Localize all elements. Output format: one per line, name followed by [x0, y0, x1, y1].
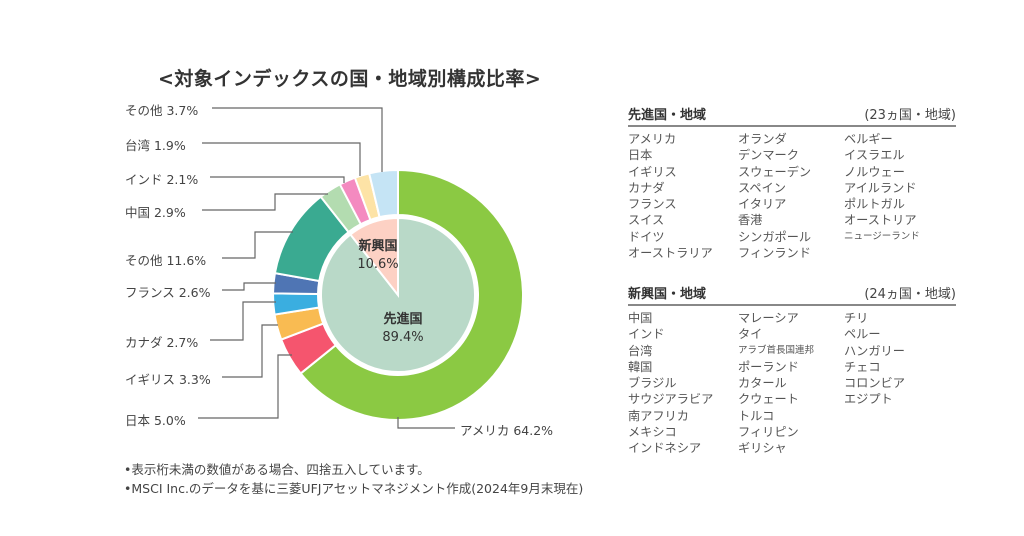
label-uk: イギリス 3.3%: [125, 372, 211, 387]
inner-label-emerging-name: 新興国: [358, 238, 397, 254]
leader-line-usa: [397, 417, 455, 429]
country-item: イタリア: [738, 197, 787, 212]
country-item: アメリカ: [628, 132, 677, 146]
country-item: インド: [628, 327, 665, 342]
country-item: サウジアラビア: [628, 392, 714, 407]
country-item: 日本: [628, 148, 653, 163]
country-item: ニュージーランド: [844, 230, 920, 242]
label-other-developed: その他 11.6%: [125, 253, 207, 268]
leader-line-india: [210, 176, 345, 183]
label-china: 中国 2.9%: [125, 205, 186, 220]
country-item: オーストラリア: [628, 246, 713, 261]
developed-column: オランダデンマーク スウェーデン スペインイタリア 香港 シンガポール フィンランド: [738, 131, 844, 261]
country-item: ブラジル: [628, 376, 677, 391]
inner-label-developed-name: 先進国: [383, 311, 422, 327]
country-item: カタール: [738, 376, 787, 391]
country-item: スペイン: [738, 180, 786, 195]
label-usa: アメリカ 64.2%: [460, 423, 554, 438]
country-item: チェコ: [844, 359, 881, 374]
country-item: ポルトガル: [844, 197, 905, 212]
inner-label-developed-value: 89.4%: [382, 330, 423, 345]
country-item: 南アフリカ: [628, 408, 689, 423]
country-item: 台湾: [628, 343, 653, 358]
country-item: フランス: [628, 197, 677, 212]
country-item: オーストリア: [844, 213, 917, 228]
country-item: イギリス: [628, 164, 677, 179]
country-item: アラブ首長国連邦: [738, 344, 815, 356]
label-france: フランス 2.6%: [125, 285, 211, 300]
footnote-source: •MSCI Inc.のデータを基に三菱UFJアセットマネジメント作成(2024年…: [124, 481, 584, 496]
country-item: スウェーデン: [738, 164, 812, 179]
country-item: 韓国: [628, 359, 653, 374]
country-item: デンマーク: [738, 148, 799, 163]
country-item: カナダ: [628, 180, 665, 195]
developed-heading: 先進国・地域: [628, 108, 707, 123]
label-taiwan: 台湾 1.9%: [125, 138, 186, 153]
country-item: 香港: [738, 213, 763, 228]
country-item: メキシコ: [628, 425, 677, 440]
country-item: シンガポール: [738, 229, 812, 244]
emerging-column: マレーシアタイアラブ首長国連邦 ポーランドカタール クウェート トルコフィリピン ギリシ…: [738, 310, 844, 457]
country-item: オランダ: [738, 132, 787, 146]
country-item: ポーランド: [738, 359, 799, 374]
developed-column: ベルギーイスラエル ノルウェー アイルランド ポルトガル オーストリア ニュージーランド: [844, 131, 920, 261]
country-item: トルコ: [738, 408, 775, 423]
country-item: インドネシア: [628, 441, 702, 456]
emerging-count: (24ヵ国・地域): [864, 287, 956, 302]
leader-line-canada: [210, 301, 276, 341]
country-item: 中国: [628, 311, 653, 325]
country-item: フィリピン: [738, 425, 799, 440]
emerging-column: チリペルー ハンガリー チェココロンビア エジプト: [844, 310, 905, 457]
country-item: スイス: [628, 213, 665, 228]
country-item: ドイツ: [628, 229, 665, 244]
country-item: アイルランド: [844, 180, 917, 195]
leader-line-other-dev: [222, 231, 293, 259]
country-item: コロンビア: [844, 376, 905, 391]
inner-slice: [349, 216, 399, 298]
label-other-emerging: その他 3.7%: [125, 103, 199, 118]
leader-line-taiwan: [202, 142, 361, 176]
country-item: フィンランド: [738, 246, 811, 261]
country-item: ペルー: [844, 327, 881, 342]
emerging-list-panel: 新興国・地域 (24ヵ国・地域) 中国インド 台湾 韓国ブラジル サウジアラビア 南アフリ…: [628, 283, 956, 457]
label-japan: 日本 5.0%: [125, 413, 186, 428]
leader-line-other-em: [212, 107, 383, 172]
developed-column: アメリカ日本 イギリス カナダフランス スイス ドイツオーストラリア: [628, 131, 738, 261]
country-item: ノルウェー: [844, 164, 905, 179]
country-item: イスラエル: [844, 148, 905, 163]
leader-line-japan: [198, 354, 292, 419]
country-item: ギリシャ: [738, 441, 787, 456]
developed-list-panel: 先進国・地域 (23ヵ国・地域) アメリカ 日本 イギリス カナダ フランス スイス ドイツオ…: [628, 104, 956, 261]
country-item: チリ: [844, 311, 869, 325]
emerging-heading: 新興国・地域: [628, 287, 707, 302]
leader-lines: [198, 107, 455, 429]
inner-label-emerging-value: 10.6%: [357, 257, 398, 272]
country-item: クウェート: [738, 392, 799, 407]
developed-count: (23ヵ国・地域): [864, 108, 956, 123]
country-item: エジプト: [844, 392, 893, 407]
footnote-rounding: •表示桁未満の数値がある場合、四捨五入しています。: [124, 462, 430, 477]
label-india: インド 2.1%: [125, 172, 199, 187]
leader-line-china: [202, 193, 328, 211]
country-item: ベルギー: [844, 132, 893, 146]
leader-line-france: [222, 282, 276, 291]
emerging-column: 中国インド 台湾 韓国ブラジル サウジアラビア 南アフリカメキシコ インドネシア: [628, 310, 738, 457]
leader-line-uk: [222, 324, 278, 378]
country-item: タイ: [738, 327, 763, 342]
country-item: マレーシア: [738, 311, 799, 325]
country-item: ハンガリー: [844, 343, 905, 358]
chart-title: <対象インデックスの国・地域別構成比率>: [158, 68, 542, 90]
outer-slice: [299, 168, 524, 421]
label-canada: カナダ 2.7%: [125, 335, 199, 350]
outer-slice: [367, 168, 399, 219]
